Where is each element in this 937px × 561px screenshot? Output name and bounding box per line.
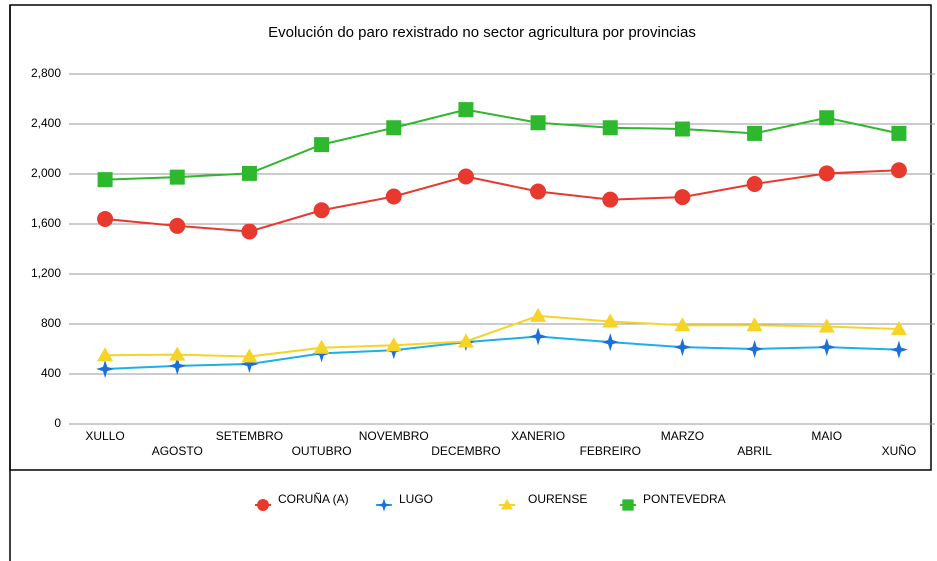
marker	[457, 168, 474, 185]
y-tick-label: 1,200	[31, 266, 61, 280]
chart-frame	[9, 4, 932, 471]
marker	[241, 223, 258, 240]
marker	[674, 189, 691, 206]
legend-marker	[377, 498, 391, 512]
marker	[96, 360, 115, 378]
y-tick-label: 2,400	[31, 116, 61, 130]
marker	[385, 188, 402, 205]
marker	[386, 120, 402, 136]
x-tick-label: SETEMBRO	[216, 429, 283, 443]
legend-marker	[622, 499, 634, 511]
y-tick-label: 2,800	[31, 66, 61, 80]
x-tick-label: FEBREIRO	[580, 444, 641, 458]
x-tick-label: XANERIO	[511, 429, 565, 443]
marker	[890, 162, 907, 179]
marker	[819, 110, 835, 126]
x-tick-label: AGOSTO	[152, 444, 203, 458]
x-tick-label: XULLO	[85, 429, 124, 443]
marker	[313, 339, 330, 354]
marker	[313, 202, 330, 219]
y-tick-label: 1,600	[31, 216, 61, 230]
x-tick-label: MAIO	[811, 429, 842, 443]
marker	[241, 348, 258, 363]
marker	[746, 317, 763, 332]
marker	[530, 115, 546, 131]
marker	[601, 333, 620, 352]
marker	[818, 165, 835, 182]
series-line	[104, 169, 899, 233]
marker	[674, 121, 690, 137]
marker	[674, 317, 691, 332]
x-tick-label: NOVEMBRO	[359, 429, 429, 443]
legend-marker	[257, 499, 269, 511]
marker	[889, 340, 908, 359]
marker	[890, 321, 907, 335]
marker	[385, 337, 402, 352]
marker	[747, 125, 763, 141]
chart-title: Evolución do paro rexistrado no sector a…	[268, 24, 696, 41]
marker	[673, 338, 692, 357]
marker	[168, 356, 187, 375]
y-tick-label: 0	[54, 416, 61, 430]
x-tick-label: OUTUBRO	[292, 444, 352, 458]
marker	[169, 346, 186, 361]
marker	[97, 172, 113, 188]
series-line	[105, 335, 899, 370]
marker	[457, 333, 474, 348]
marker	[97, 211, 114, 227]
series-line	[105, 314, 899, 358]
marker	[169, 217, 186, 234]
marker	[314, 137, 330, 153]
marker	[240, 355, 259, 373]
marker	[529, 327, 548, 346]
marker	[97, 347, 114, 362]
legend-label: PONTEVEDRA	[643, 492, 726, 506]
x-tick-label: ABRIL	[737, 444, 772, 458]
marker	[745, 340, 764, 358]
marker	[817, 338, 836, 357]
legend-label: CORUÑA (A)	[278, 492, 349, 506]
x-tick-label: MARZO	[661, 429, 704, 443]
marker	[530, 307, 547, 322]
marker	[241, 165, 257, 181]
legend-label: OURENSE	[528, 492, 587, 506]
marker	[891, 125, 907, 141]
x-tick-label: DECEMBRO	[431, 444, 500, 458]
y-tick-label: 400	[41, 366, 61, 380]
series-line	[105, 108, 900, 181]
marker	[169, 169, 185, 185]
marker	[530, 183, 547, 200]
y-tick-label: 800	[41, 316, 61, 330]
marker	[746, 176, 763, 192]
marker	[602, 313, 619, 328]
legend-marker	[501, 499, 513, 510]
marker	[602, 191, 619, 208]
y-tick-label: 2,000	[31, 166, 61, 180]
marker	[602, 120, 618, 136]
x-tick-label: XUÑO	[882, 444, 917, 458]
marker	[818, 318, 835, 333]
legend-label: LUGO	[399, 492, 433, 506]
marker	[458, 102, 474, 118]
